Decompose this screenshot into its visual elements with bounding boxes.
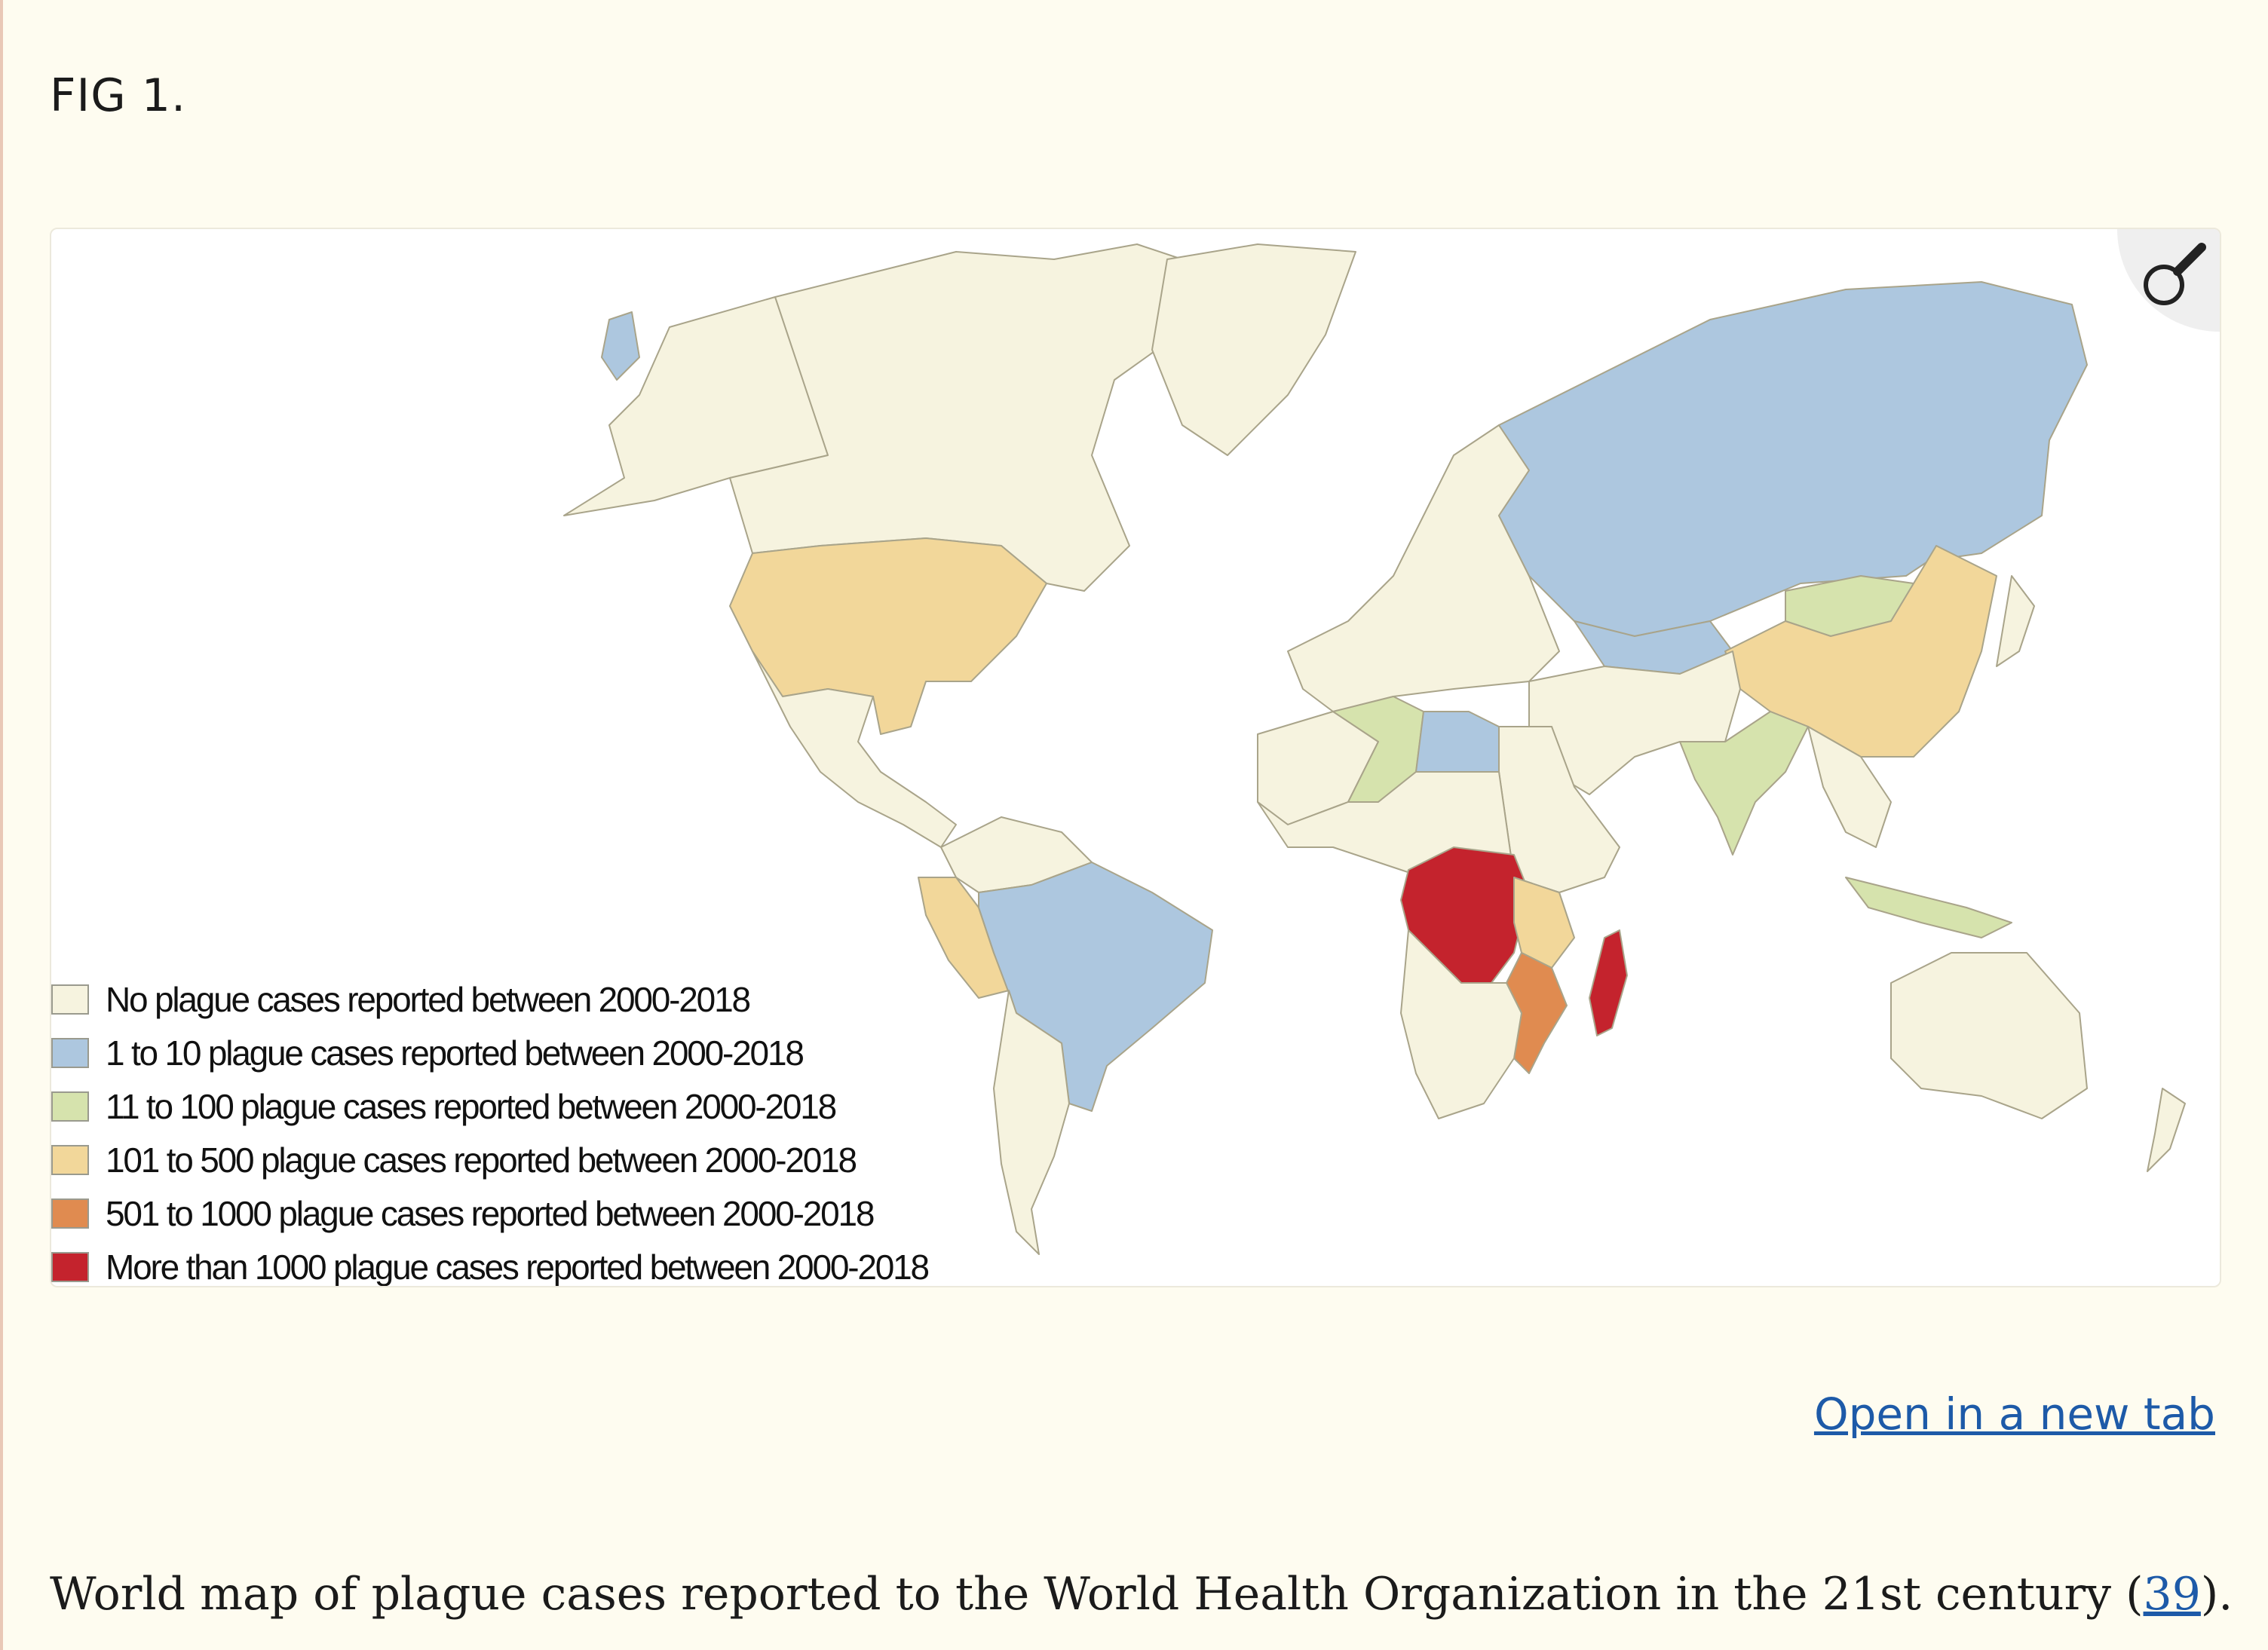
magnifier-icon <box>2144 243 2206 305</box>
legend-item: 101 to 500 plague cases reported between… <box>51 1133 928 1186</box>
legend-item: 501 to 1000 plague cases reported betwee… <box>51 1186 928 1240</box>
caption-suffix: ). <box>2200 1568 2233 1621</box>
map-region-japan <box>1996 575 2035 667</box>
legend-label: 1 to 10 plague cases reported between 20… <box>106 1033 805 1073</box>
legend-label: 11 to 100 plague cases reported between … <box>106 1086 837 1126</box>
legend-swatch <box>51 1144 89 1175</box>
legend-label: 501 to 1000 plague cases reported betwee… <box>106 1193 875 1233</box>
reference-link[interactable]: 39 <box>2143 1568 2201 1621</box>
map-region-greenland <box>1151 243 1356 456</box>
legend-item: No plague cases reported between 2000-20… <box>51 972 928 1026</box>
map-region-southeast-asia <box>1807 726 1892 848</box>
map-region-europe <box>1287 424 1560 712</box>
map-region-india <box>1679 711 1809 856</box>
figure-caption: World map of plague cases reported to th… <box>50 1568 2233 1621</box>
map-region-mexico <box>752 651 957 848</box>
map-region-indonesia <box>1845 877 2012 938</box>
map-region-brazil <box>978 862 1213 1112</box>
page-edge-rule <box>0 0 3 1650</box>
map-region-southern-cone <box>993 990 1070 1255</box>
caption-text: World map of plague cases reported to th… <box>50 1568 2144 1621</box>
legend-swatch <box>51 984 89 1015</box>
map-region-southern-africa <box>1400 929 1522 1119</box>
legend-swatch <box>51 1091 89 1122</box>
legend-item: More than 1000 plague cases reported bet… <box>51 1240 930 1287</box>
legend-swatch <box>51 1037 89 1068</box>
map-region-chukotka <box>601 311 640 381</box>
map-region-russia <box>1498 281 2088 637</box>
legend-label: 101 to 500 plague cases reported between… <box>106 1140 857 1180</box>
legend-item: 11 to 100 plague cases reported between … <box>51 1079 928 1133</box>
map-region-madagascar <box>1589 929 1628 1036</box>
figure-label: FIG 1. <box>50 69 187 122</box>
map-region-new-zealand <box>2147 1088 2186 1172</box>
map-region-australia <box>1890 952 2088 1119</box>
figure-image[interactable]: No plague cases reported between 2000-20… <box>50 228 2221 1287</box>
legend-item: 1 to 10 plague cases reported between 20… <box>51 1026 928 1079</box>
map-region-united-states <box>729 537 1047 735</box>
legend-label: More than 1000 plague cases reported bet… <box>106 1247 930 1287</box>
map-region-libya <box>1415 711 1500 773</box>
world-map <box>563 243 2186 1255</box>
open-in-new-tab-link[interactable]: Open in a new tab <box>1813 1388 2215 1440</box>
map-legend: No plague cases reported between 2000-20… <box>51 972 930 1287</box>
legend-label: No plague cases reported between 2000-20… <box>106 979 751 1019</box>
legend-swatch <box>51 1251 89 1282</box>
legend-swatch <box>51 1198 89 1229</box>
